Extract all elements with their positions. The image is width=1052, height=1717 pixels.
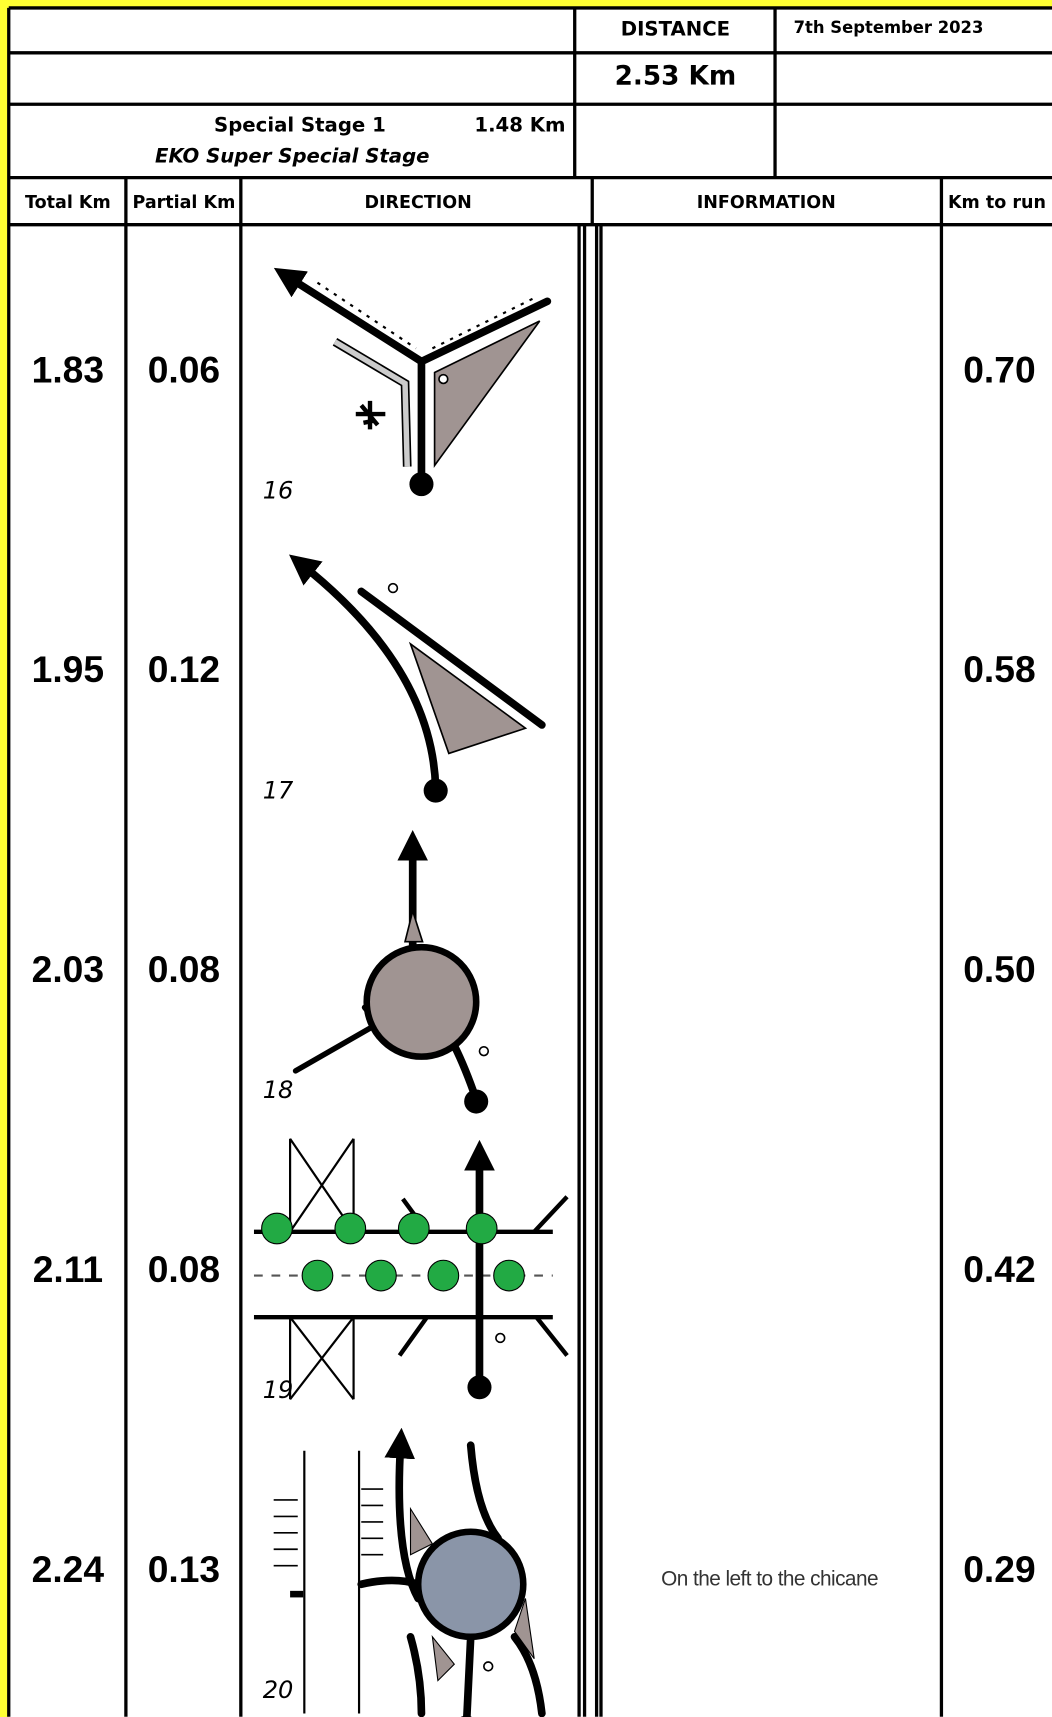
total-km: 2.03 [32, 948, 104, 990]
tulip-number: 19 [263, 1376, 294, 1404]
column-header: INFORMATION [697, 193, 836, 213]
partial-km: 0.06 [148, 348, 220, 390]
km-to-run: 0.50 [963, 948, 1035, 990]
tulip-20 [273, 1427, 546, 1717]
tulip-19 [253, 1138, 569, 1400]
tulip-number: 17 [263, 776, 294, 804]
km-to-run: 0.29 [963, 1548, 1035, 1590]
km-to-run: 0.58 [963, 648, 1035, 690]
total-km: 1.95 [32, 648, 104, 690]
column-header: Partial Km [132, 193, 235, 213]
stage: Special Stage 1 [214, 114, 386, 137]
km-to-run: 0.70 [963, 348, 1035, 390]
partial-km: 0.08 [148, 948, 220, 990]
date: 7th September 2023 [794, 18, 984, 37]
tulip-17 [289, 554, 546, 803]
partial-km: 0.12 [148, 648, 220, 690]
total-km: 1.83 [32, 348, 104, 390]
column-header: Total Km [25, 193, 111, 213]
total-km: 2.11 [33, 1248, 103, 1290]
partial-km: 0.13 [148, 1548, 220, 1590]
partial-km: 0.08 [148, 1248, 220, 1290]
tulip-18 [292, 830, 490, 1114]
column-header: DIRECTION [365, 193, 472, 213]
column-header: Km to run [948, 193, 1046, 213]
stage-length: 1.48 Km [474, 114, 565, 137]
table-lines [7, 6, 1052, 1717]
stage-name: EKO Super Special Stage [155, 144, 430, 167]
tulip-number: 18 [263, 1076, 294, 1104]
distance: 2.53 Km [615, 61, 737, 91]
information: On the left to the chicane [661, 1567, 878, 1590]
tulip-16 [273, 267, 552, 497]
km-to-run: 0.42 [963, 1248, 1035, 1290]
tulip-number: 20 [263, 1676, 294, 1704]
sheet [8, 7, 1052, 1717]
distance-label: DISTANCE [621, 17, 730, 40]
total-km: 2.24 [32, 1548, 105, 1590]
tulip-number: 16 [263, 476, 294, 504]
